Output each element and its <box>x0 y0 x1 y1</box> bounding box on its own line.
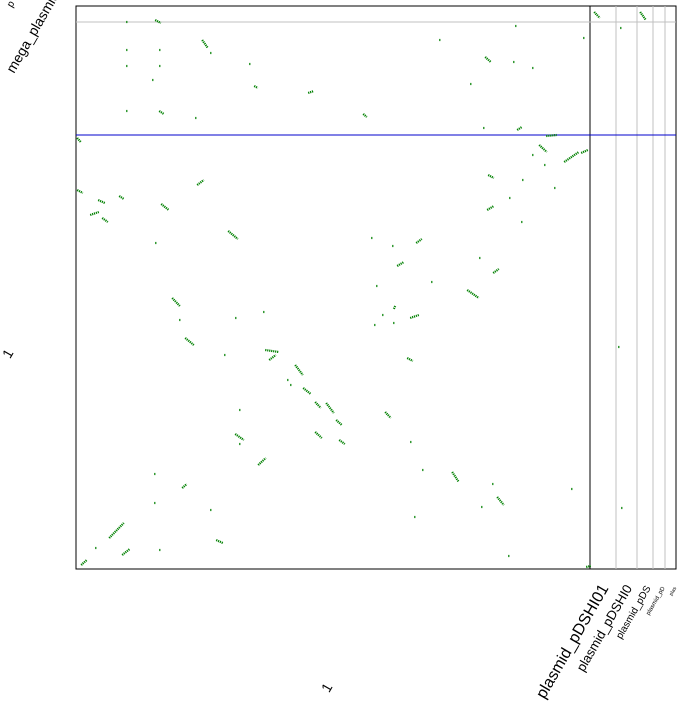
match-segment <box>108 522 125 539</box>
x-sequence-label: 1 <box>318 680 336 695</box>
match-segment <box>302 387 312 395</box>
match-segment <box>171 297 181 307</box>
match-segment <box>160 203 170 211</box>
match-segment <box>486 205 495 211</box>
match-segment <box>76 189 84 194</box>
match-segment <box>538 144 548 153</box>
match-segment <box>546 133 557 138</box>
match-segment <box>118 195 125 200</box>
y-sequence-label: p <box>5 0 18 10</box>
match-segment <box>580 148 589 155</box>
match-segment <box>335 419 343 426</box>
match-segment <box>585 564 592 569</box>
match-segment <box>97 198 106 205</box>
match-segment <box>314 431 323 439</box>
match-segment <box>196 179 205 186</box>
match-segment <box>593 11 601 19</box>
match-segment <box>257 457 267 466</box>
plot-frame <box>75 5 677 570</box>
match-segment <box>253 85 259 89</box>
match-segment <box>215 538 224 545</box>
match-segment <box>451 471 460 483</box>
match-segment <box>201 39 209 49</box>
match-segment <box>406 357 414 362</box>
match-segment <box>516 126 523 131</box>
match-segment <box>227 230 239 240</box>
match-segment <box>80 559 88 566</box>
match-segment <box>314 401 322 409</box>
match-segment <box>268 354 277 361</box>
y-sequence-label: mega_plasmid <box>3 0 62 76</box>
match-segment <box>466 289 480 299</box>
match-segment <box>154 19 162 24</box>
match-segment <box>265 348 279 354</box>
match-segment <box>338 439 346 445</box>
match-segment <box>639 11 647 21</box>
match-segment <box>496 496 505 506</box>
match-segment <box>392 305 397 310</box>
match-segment <box>415 238 423 244</box>
match-segment <box>492 268 500 274</box>
match-segment <box>563 151 580 163</box>
match-segment <box>325 402 335 414</box>
match-segment <box>396 261 405 267</box>
x-sequence-label: plas <box>668 586 678 597</box>
match-segment <box>181 483 188 489</box>
match-segment <box>89 210 100 217</box>
match-segment <box>294 364 304 376</box>
match-segment <box>409 313 420 320</box>
match-segment <box>484 56 492 63</box>
y-sequence-label: 1 <box>0 346 17 361</box>
match-segment <box>76 137 82 143</box>
match-segment <box>101 217 109 223</box>
match-segment <box>184 337 195 346</box>
match-segment <box>307 89 315 95</box>
match-segment <box>121 548 131 556</box>
match-segment <box>158 110 165 115</box>
match-segment <box>234 433 245 441</box>
match-segment <box>384 411 392 419</box>
match-segment <box>487 174 495 179</box>
match-segment <box>362 113 368 118</box>
